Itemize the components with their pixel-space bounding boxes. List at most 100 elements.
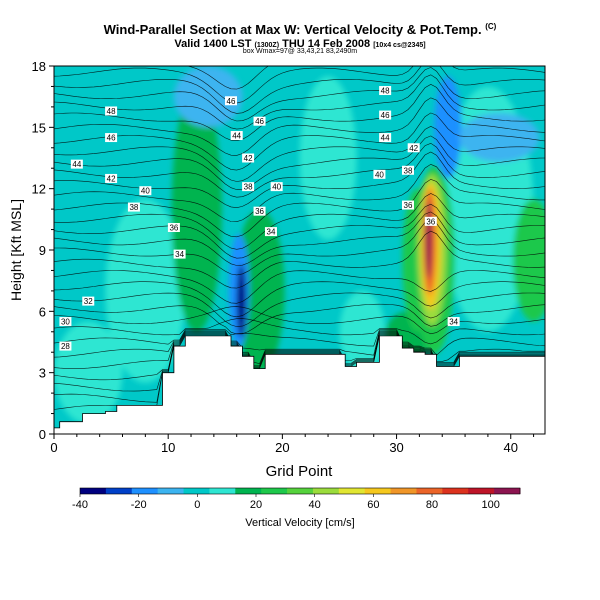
theta-label: 38	[244, 183, 253, 192]
theta-label-box	[105, 133, 118, 143]
theta-contour-line	[54, 270, 545, 304]
theta-label-box	[173, 249, 186, 259]
theta-label-box	[379, 133, 392, 143]
theta-label: 46	[381, 111, 390, 120]
theta-contour-line	[54, 306, 545, 335]
theta-contour-line	[54, 112, 545, 171]
theta-label-box	[401, 165, 414, 175]
theta-label-box	[401, 200, 414, 210]
colorbar-tick-label: -40	[72, 499, 88, 511]
theta-contour-line	[54, 219, 545, 276]
colorbar-swatch	[80, 488, 107, 494]
chart-subtitle: Valid 1400 LST (1300Z) THU 14 Feb 2008 […	[0, 38, 600, 50]
colorbar-swatch	[105, 488, 133, 494]
theta-contour-line	[54, 135, 545, 190]
theta-contour-line	[54, 332, 545, 381]
theta-contour-line	[54, 318, 545, 345]
subtitle-cs: [10x4 cs@2345]	[373, 42, 426, 49]
velocity-cell	[513, 198, 545, 322]
colorbar-tick-label: 20	[250, 499, 262, 511]
velocity-cell	[171, 86, 222, 332]
theta-label: 44	[381, 134, 390, 143]
theta-label-box	[242, 182, 255, 192]
colorbar-swatch	[131, 488, 159, 494]
theta-contour-line	[54, 333, 545, 392]
theta-label-box	[424, 216, 437, 226]
colorbar-swatch	[442, 488, 469, 494]
y-tick-label: 18	[32, 59, 46, 74]
colorbar: -40 -20 0 20 40 60 80 100	[72, 487, 521, 511]
x-tick-label: 10	[161, 440, 175, 455]
theta-label: 36	[169, 224, 178, 233]
colorbar-tick-label: 0	[194, 499, 200, 511]
velocity-cell	[434, 76, 462, 179]
theta-contour-line	[54, 151, 545, 209]
velocity-cell	[54, 321, 123, 424]
theta-label: 46	[255, 117, 264, 126]
velocity-cell	[173, 66, 243, 128]
theta-label: 32	[84, 297, 93, 306]
colorbar-tick-label: -20	[131, 499, 147, 511]
theta-label: 38	[404, 166, 413, 175]
colorbar-tick-label: 60	[367, 499, 379, 511]
theta-label-box	[82, 296, 95, 306]
theta-contour-line	[54, 303, 545, 335]
theta-label-box	[105, 106, 118, 116]
theta-label-box	[270, 182, 283, 192]
theta-contour-line	[54, 230, 545, 289]
y-tick-label: 15	[32, 120, 46, 135]
theta-label: 40	[141, 187, 150, 196]
theta-contour-line	[54, 211, 545, 266]
theta-label: 40	[375, 170, 384, 179]
x-axis-label: Grid Point	[266, 463, 334, 480]
subtitle-utc: (1300Z)	[254, 42, 280, 49]
theta-contour-line	[54, 330, 545, 362]
y-tick-label: 9	[39, 243, 46, 258]
theta-contour-line	[54, 142, 545, 198]
theta-contour-line	[54, 329, 545, 356]
colorbar-tick-label: 100	[481, 499, 499, 511]
y-tick-label: 12	[32, 182, 46, 197]
y-tick-label: 0	[39, 427, 46, 442]
theta-label: 42	[409, 144, 418, 153]
theta-label: 48	[107, 107, 116, 116]
theta-label: 42	[244, 154, 253, 163]
theta-label-box	[242, 153, 255, 163]
theta-label-box	[230, 131, 243, 141]
colorbar-swatch	[261, 488, 288, 494]
colorbar-swatch	[287, 488, 314, 494]
x-tick-label: 30	[389, 440, 403, 455]
theta-label: 46	[107, 134, 116, 143]
terrain-fill	[53, 335, 546, 435]
colorbar-label: Vertical Velocity [cm/s]	[245, 517, 354, 529]
theta-contour-line	[54, 66, 545, 114]
chart-subtitle-info: box Wmax=97@ 33,43,21 83,2490m	[242, 48, 358, 55]
velocity-cell	[459, 113, 540, 163]
theta-contour-line	[54, 292, 545, 327]
theta-contour-line	[54, 163, 545, 223]
x-tick-label: 20	[275, 440, 289, 455]
theta-label: 38	[129, 203, 138, 212]
theta-contour-line	[54, 97, 545, 156]
theta-contour-line	[54, 84, 545, 142]
theta-label-box	[264, 227, 277, 237]
theta-contour-line	[54, 334, 545, 403]
theta-contour-line	[54, 67, 545, 122]
y-tick-label: 6	[39, 304, 46, 319]
theta-label-box	[407, 143, 420, 153]
theta-label: 36	[426, 217, 435, 226]
theta-label: 34	[175, 250, 184, 259]
colorbar-swatch	[183, 488, 210, 494]
chart-title-tag: (C)	[485, 22, 497, 31]
theta-contour-line	[54, 203, 545, 259]
theta-label-box	[379, 86, 392, 96]
colorbar-swatch	[390, 488, 417, 494]
theta-label: 46	[227, 97, 236, 106]
colorbar-swatch	[235, 488, 262, 494]
chart-title: Wind-Parallel Section at Max W: Vertical…	[0, 22, 600, 37]
theta-label: 30	[61, 318, 70, 327]
colorbar-swatch	[494, 488, 521, 494]
theta-label-box	[105, 173, 118, 183]
